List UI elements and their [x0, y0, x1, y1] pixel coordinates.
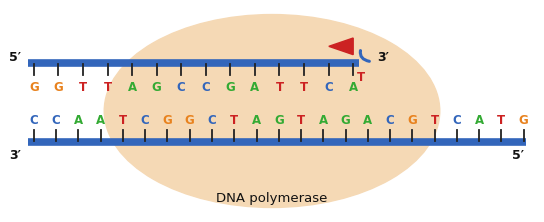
Text: DNA polymerase: DNA polymerase — [217, 192, 327, 205]
Text: G: G — [274, 114, 283, 127]
Text: T: T — [275, 81, 283, 95]
Text: A: A — [250, 81, 259, 95]
Text: 5′: 5′ — [512, 149, 524, 163]
Text: G: G — [163, 114, 172, 127]
Text: 3′: 3′ — [377, 51, 389, 64]
Text: G: G — [185, 114, 195, 127]
Text: A: A — [349, 81, 358, 95]
Text: C: C — [208, 114, 217, 127]
Text: C: C — [201, 81, 210, 95]
Text: A: A — [252, 114, 261, 127]
Text: C: C — [386, 114, 394, 127]
Text: C: C — [29, 114, 38, 127]
Text: T: T — [79, 81, 87, 95]
Text: C: C — [177, 81, 186, 95]
Text: C: C — [453, 114, 461, 127]
Text: 5′: 5′ — [9, 51, 21, 64]
Text: G: G — [407, 114, 417, 127]
FancyArrowPatch shape — [360, 51, 369, 61]
Text: A: A — [74, 114, 83, 127]
Text: A: A — [319, 114, 328, 127]
Polygon shape — [329, 38, 353, 55]
Text: T: T — [497, 114, 505, 127]
Text: G: G — [341, 114, 350, 127]
Text: G: G — [152, 81, 162, 95]
Text: T: T — [230, 114, 238, 127]
Text: T: T — [357, 71, 366, 83]
Text: C: C — [141, 114, 150, 127]
Text: T: T — [430, 114, 438, 127]
Ellipse shape — [104, 15, 440, 207]
Text: A: A — [363, 114, 373, 127]
Text: T: T — [300, 81, 308, 95]
Text: C: C — [324, 81, 333, 95]
Text: A: A — [474, 114, 484, 127]
Text: T: T — [297, 114, 305, 127]
Text: G: G — [226, 81, 235, 95]
Text: T: T — [119, 114, 127, 127]
Text: G: G — [53, 81, 63, 95]
Text: A: A — [96, 114, 105, 127]
Text: C: C — [52, 114, 60, 127]
Text: G: G — [519, 114, 529, 127]
Text: 3′: 3′ — [9, 149, 21, 163]
Text: A: A — [127, 81, 137, 95]
Text: G: G — [29, 81, 39, 95]
Text: T: T — [103, 81, 112, 95]
